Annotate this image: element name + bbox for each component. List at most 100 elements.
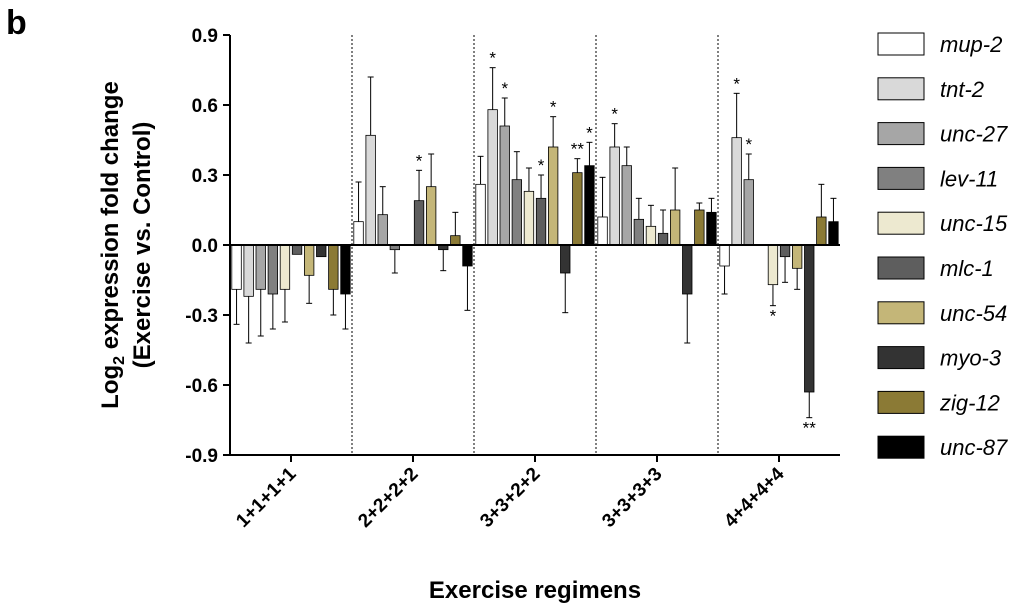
legend-swatch-unc-15	[877, 211, 925, 235]
legend-swatch-myo-3	[877, 346, 925, 370]
significance-mark: *	[550, 98, 557, 117]
y-tick-label: 0.6	[192, 96, 218, 117]
bar-tnt-2	[487, 109, 498, 246]
legend-swatch-lev-11	[877, 166, 925, 190]
axes	[223, 34, 840, 462]
legend-label-unc-15: unc-15	[940, 211, 1008, 236]
bar-mlc-1	[291, 244, 303, 255]
x-tick-label: 2+2+2+2	[354, 464, 422, 532]
bar-myo-3	[682, 244, 693, 295]
bar-myo-3	[804, 244, 815, 393]
bar-mup-2	[353, 221, 364, 246]
significance-mark: *	[733, 74, 740, 93]
bar-lev-11	[633, 218, 644, 246]
x-axis-title: Exercise regimens	[429, 577, 641, 604]
bar-mlc-1	[657, 232, 669, 246]
legend-swatch-unc-87	[877, 435, 925, 459]
y-axis-title-line2: (Exercise vs. Control)	[129, 122, 156, 369]
bar-zig-12	[450, 235, 461, 246]
y-axis-title-log: Log	[97, 365, 124, 409]
legend-label-mup-2: mup-2	[940, 32, 1002, 57]
legend-swatch-unc-54	[877, 301, 925, 325]
bar-unc-87	[462, 244, 473, 267]
x-tick-label: 3+3+3+3	[598, 464, 666, 532]
bar-unc-87	[828, 221, 839, 246]
y-tick-label: 0.0	[192, 236, 218, 257]
bar-unc-27	[255, 244, 266, 290]
bar-unc-87	[706, 211, 717, 246]
x-tick-label: 4+4+4+4	[720, 463, 789, 532]
significance-mark: *	[489, 49, 496, 68]
bar-tnt-2	[731, 137, 742, 246]
bar-mup-2	[597, 216, 608, 246]
legend-label-mlc-1: mlc-1	[940, 256, 994, 281]
bar-unc-87	[340, 244, 351, 295]
bar-zig-12	[694, 209, 705, 246]
bar-tnt-2	[365, 134, 376, 246]
bar-unc-54	[303, 244, 315, 276]
significance-mark: *	[538, 156, 545, 175]
legend-label-unc-27: unc-27	[940, 122, 1008, 147]
legend-swatch-mup-2	[877, 32, 925, 56]
legend-label-unc-54: unc-54	[940, 301, 1007, 326]
legend: mup-2 tnt-2 unc-27 lev-11 unc-15 mlc-1 unc-54 m…	[877, 32, 1008, 460]
bar-unc-54	[670, 209, 681, 246]
y-tick-label: 0.9	[192, 26, 218, 47]
significance-mark: *	[745, 135, 752, 154]
bar-myo-3	[560, 244, 571, 274]
legend-swatch-unc-27	[877, 122, 925, 146]
bar-mlc-1	[413, 200, 425, 246]
legend-label-myo-3: myo-3	[940, 346, 1002, 371]
bar-tnt-2	[609, 146, 620, 246]
legend-swatch-zig-12	[877, 390, 925, 414]
legend-swatch-mlc-1	[877, 256, 925, 280]
legend-label-tnt-2: tnt-2	[940, 77, 984, 102]
bar-unc-27	[377, 214, 388, 246]
bar-unc-27	[499, 125, 510, 246]
significance-mark: **	[571, 140, 585, 159]
legend-label-zig-12: zig-12	[939, 390, 1000, 415]
bar-lev-11	[267, 244, 279, 295]
bar-myo-3	[316, 244, 327, 258]
y-tick-label: -0.9	[185, 446, 218, 467]
bar-unc-15	[767, 244, 779, 286]
significance-mark: *	[586, 123, 593, 142]
bar-mup-2	[719, 244, 730, 267]
y-axis-title-subscript: 2	[111, 356, 128, 365]
legend-label-unc-87: unc-87	[940, 435, 1008, 460]
axis-labels: -0.9 -0.6 -0.3 0.0 0.3 0.6 0.9 1+1+1+1 2+2+2+2 3+…	[97, 26, 789, 604]
bar-unc-15	[645, 225, 657, 246]
bar-unc-15	[523, 190, 535, 246]
bar-mup-2	[475, 183, 486, 246]
significance-mark: *	[416, 151, 423, 170]
x-tick-label: 1+1+1+1	[232, 463, 301, 532]
bar-mlc-1	[535, 197, 547, 246]
y-tick-label: -0.6	[185, 376, 218, 397]
panel-label: b	[6, 4, 27, 42]
significance-mark: *	[501, 79, 508, 98]
bar-mlc-1	[779, 244, 791, 258]
bar-unc-87	[584, 165, 595, 246]
bar-zig-12	[328, 244, 339, 290]
bar-zig-12	[816, 216, 827, 246]
legend-label-lev-11: lev-11	[940, 166, 998, 191]
significance-mark: *	[770, 307, 777, 326]
y-axis-title-rest: expression fold change	[97, 81, 124, 356]
bar-zig-12	[572, 172, 583, 246]
bar-unc-27	[621, 165, 632, 246]
significance-mark: **	[803, 419, 817, 438]
bar-mup-2	[231, 244, 242, 290]
y-tick-label: -0.3	[185, 306, 218, 327]
y-axis-title: Log2 expression fold change	[97, 81, 128, 409]
bar-unc-15	[279, 244, 291, 290]
bar-unc-54	[792, 244, 803, 269]
bars: **************	[231, 49, 839, 438]
significance-mark: *	[611, 105, 618, 124]
y-tick-label: 0.3	[192, 166, 218, 187]
legend-swatch-tnt-2	[877, 77, 925, 101]
bar-lev-11	[511, 179, 522, 246]
x-tick-label: 3+3+2+2	[476, 464, 544, 532]
bar-unc-54	[548, 146, 559, 246]
bar-unc-54	[425, 186, 437, 246]
